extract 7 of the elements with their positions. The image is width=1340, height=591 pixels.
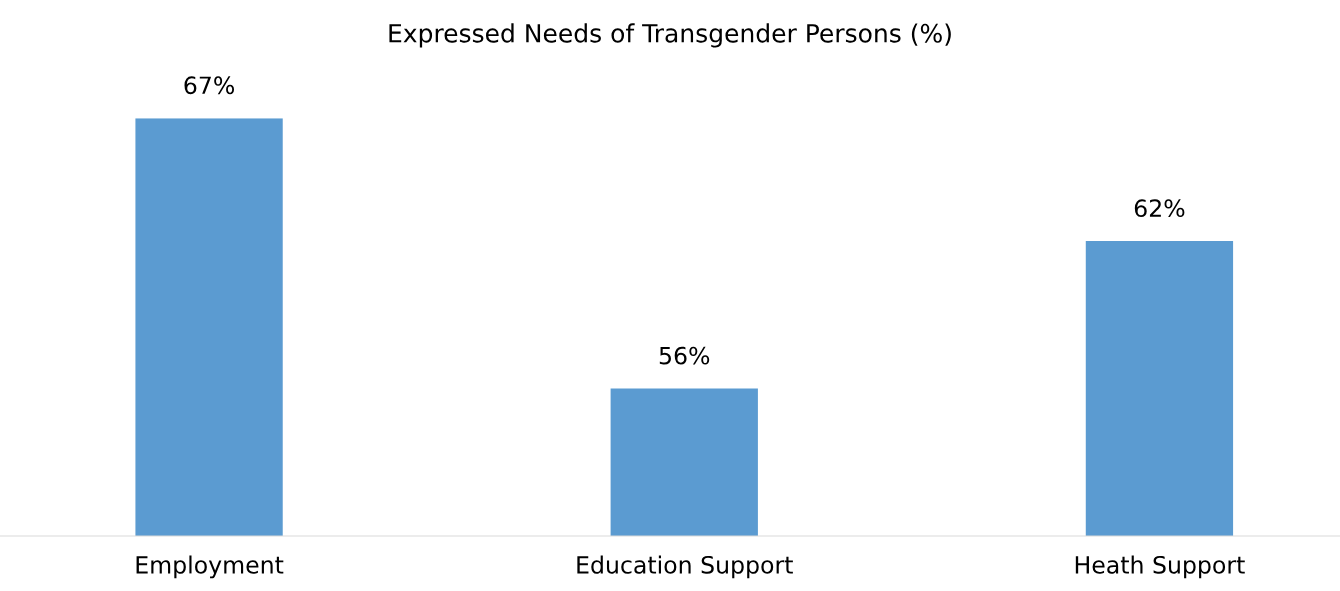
x-tick-label: Employment (136, 555, 284, 579)
x-tick-label: Education Support (577, 555, 793, 579)
data-label: 62% (1134, 199, 1185, 218)
x-tick-label: Heath Support (1075, 555, 1245, 579)
chart-title: Expressed Needs of Transgender Persons (%) (389, 23, 951, 48)
data-label: 67% (184, 76, 235, 95)
data-label: 56% (659, 346, 710, 365)
